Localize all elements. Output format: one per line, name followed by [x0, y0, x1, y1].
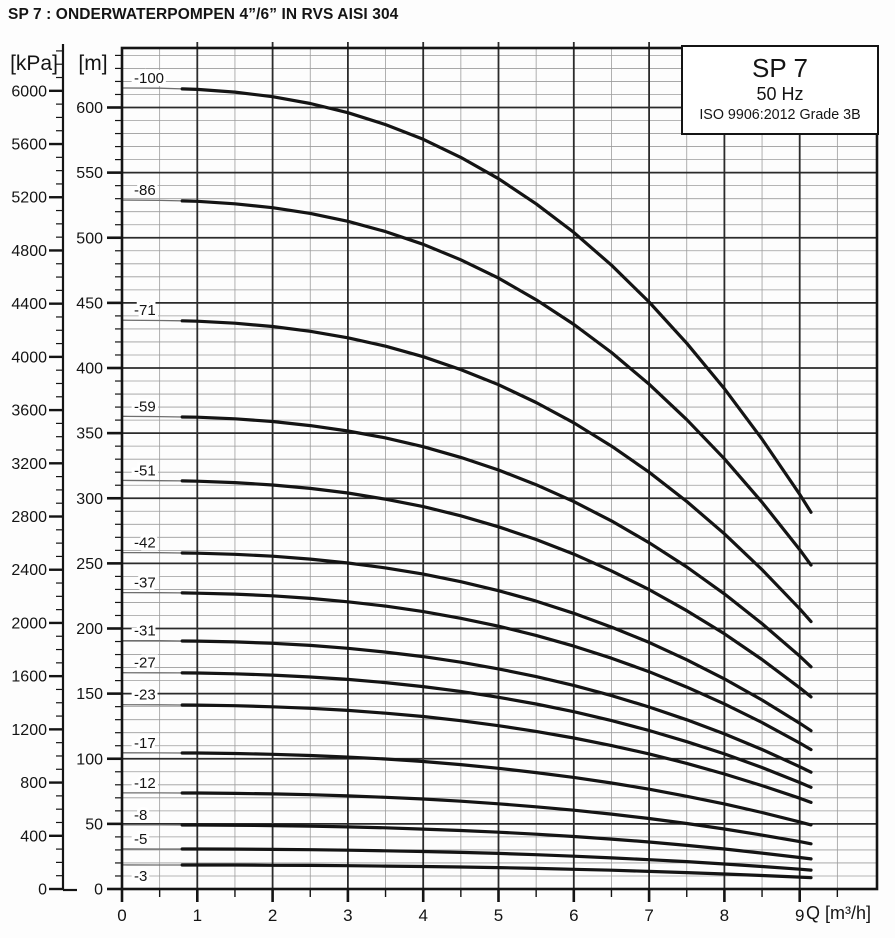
page-title: SP 7 : ONDERWATERPOMPEN 4”/6” IN RVS AIS…	[8, 6, 399, 23]
pump-curve--5	[180, 847, 813, 872]
curve-label--17: -17	[134, 735, 156, 752]
flow-axis-unit: Q [m³/h]	[806, 903, 872, 923]
head-axis-unit: [m]	[78, 52, 108, 75]
pump-curve--71	[180, 319, 813, 624]
curve-label--23: -23	[134, 687, 156, 704]
m-tick-label: 150	[76, 686, 103, 703]
q-tick-label: 2	[268, 906, 277, 925]
curve-label--59: -59	[134, 398, 156, 415]
pump-curve--23	[180, 703, 813, 804]
kpa-tick-label: 800	[20, 775, 47, 792]
kpa-tick-label: 2800	[11, 509, 47, 526]
m-tick-label: 550	[76, 165, 103, 182]
kpa-tick-label: 1200	[11, 722, 47, 739]
pump-curve-lead--71	[121, 319, 183, 322]
q-tick-label: 1	[193, 906, 202, 925]
curve-label--71: -71	[134, 302, 156, 319]
curve-label--27: -27	[134, 655, 156, 672]
q-tick-label: 6	[569, 906, 578, 925]
pump-curve-lead--86	[121, 199, 183, 202]
q-tick-label: 7	[644, 906, 653, 925]
kpa-tick-label: 3600	[11, 403, 47, 420]
m-tick-label: 400	[76, 361, 103, 378]
q-tick-label: 8	[720, 906, 729, 925]
legend-pump-model: SP 7	[752, 53, 808, 83]
m-tick-label: 600	[76, 100, 103, 117]
pressure-axis-unit: [kPa]	[10, 52, 58, 75]
pump-curve--31	[180, 639, 813, 774]
kpa-tick-label: 4800	[11, 243, 47, 260]
kpa-tick-label: 2400	[11, 562, 47, 579]
pump-curve-lead--100	[121, 87, 183, 90]
m-tick-label: 100	[76, 751, 103, 768]
m-tick-label: 500	[76, 230, 103, 247]
pump-curve-lead--59	[121, 415, 183, 418]
kpa-tick-label: 6000	[11, 83, 47, 100]
legend-frequency: 50 Hz	[756, 84, 804, 104]
m-tick-label: 350	[76, 426, 103, 443]
pump-curve--100	[180, 87, 813, 514]
legend-standard: ISO 9906:2012 Grade 3B	[699, 107, 861, 123]
kpa-tick-label: 5600	[11, 137, 47, 154]
kpa-tick-label: 4000	[11, 349, 47, 366]
pump-curve--42	[180, 551, 813, 733]
curve-label--42: -42	[134, 535, 156, 552]
pump-curve--3	[180, 863, 813, 880]
kpa-tick-label: 3200	[11, 456, 47, 473]
m-tick-label: 250	[76, 556, 103, 573]
q-tick-label: 3	[343, 906, 352, 925]
curve-label--86: -86	[134, 182, 156, 199]
m-tick-label: 300	[76, 491, 103, 508]
curve-label--31: -31	[134, 623, 156, 640]
kpa-tick-label: 1600	[11, 669, 47, 686]
m-tick-label: 50	[85, 816, 103, 833]
q-tick-label: 5	[494, 906, 503, 925]
curve-label--5: -5	[134, 831, 147, 848]
q-tick-label: 9	[795, 906, 804, 925]
pump-curve--37	[180, 591, 813, 752]
pump-curve--59	[180, 415, 813, 669]
pump-curve--86	[180, 199, 813, 567]
pump-curve--17	[180, 751, 813, 827]
kpa-tick-label: 0	[38, 882, 47, 899]
curve-label--37: -37	[134, 575, 156, 592]
curve-label--51: -51	[134, 462, 156, 479]
kpa-tick-label: 400	[20, 828, 47, 845]
kpa-tick-label: 4400	[11, 296, 47, 313]
pump-curve--12	[180, 791, 813, 846]
q-tick-label: 0	[117, 906, 126, 925]
curve-label--3: -3	[134, 868, 147, 885]
pump-curve--8	[180, 823, 813, 861]
curve-label--100: -100	[134, 70, 164, 87]
pump-curve--27	[180, 671, 813, 789]
legend-box: SP 7 50 Hz ISO 9906:2012 Grade 3B	[681, 45, 879, 135]
curve-label--8: -8	[134, 807, 147, 824]
m-tick-label: 450	[76, 295, 103, 312]
q-tick-label: 4	[418, 906, 427, 925]
kpa-tick-label: 5200	[11, 190, 47, 207]
m-tick-label: 0	[94, 882, 103, 899]
pump-curve--51	[180, 479, 813, 699]
kpa-tick-label: 2000	[11, 615, 47, 632]
m-tick-label: 200	[76, 621, 103, 638]
curve-label--12: -12	[134, 775, 156, 792]
pump-curve-lead--51	[121, 479, 183, 482]
